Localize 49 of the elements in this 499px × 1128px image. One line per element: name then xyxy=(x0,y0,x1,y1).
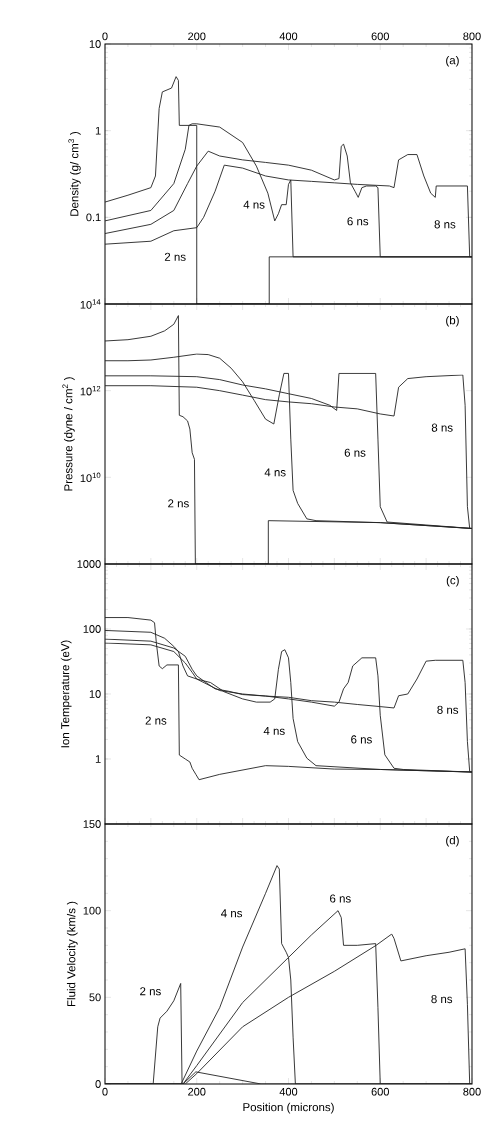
annotation: 2 ns xyxy=(145,716,167,725)
y-tick-label: 10 xyxy=(89,40,101,48)
x-tick-label: 0 xyxy=(102,1087,108,1096)
annotation: 6 ns xyxy=(330,894,351,903)
annotation: 8 ns xyxy=(431,423,453,432)
annotation: (b) xyxy=(446,315,459,327)
y-tick-label: 10$^{10}$ xyxy=(80,472,101,483)
annotation: (c) xyxy=(446,575,459,587)
x-axis-title: Position (microns) xyxy=(243,1102,334,1114)
annotation: 6 ns xyxy=(351,735,372,744)
annotation: 2 ns xyxy=(168,499,189,508)
annotation: 4 ns xyxy=(264,468,286,477)
y-tick-label: 100 xyxy=(83,906,101,915)
annotation: 6 ns xyxy=(344,448,366,457)
annotation: 2 ns xyxy=(140,987,161,996)
x-tick-label: 400 xyxy=(279,32,298,41)
annotation: 4 ns xyxy=(243,200,265,209)
y-tick-label: 0.1 xyxy=(86,213,101,222)
y-tick-label: 100 xyxy=(83,625,101,633)
y-tick-label: 0 xyxy=(95,1080,101,1088)
annotation: 6 ns xyxy=(347,217,369,226)
y-tick-label: 1 xyxy=(95,755,101,763)
x-tick-label: 800 xyxy=(463,32,481,41)
annotation: 4 ns xyxy=(221,909,243,918)
annotation: (a) xyxy=(446,55,459,67)
y-tick-label: 1000 xyxy=(77,560,101,568)
y-tick-label: 10$^{14}$ xyxy=(80,299,101,309)
annotation: 8 ns xyxy=(437,705,459,714)
y-axis-title: Fluid Velocity (km/s ) xyxy=(66,901,78,1007)
y-tick-label: 50 xyxy=(89,993,101,1002)
x-tick-label: 0 xyxy=(102,32,108,41)
y-axis-title: Pressure (dyne / cm$^{2}$ ) xyxy=(62,377,75,491)
y-tick-label: 150 xyxy=(83,820,101,828)
y-axis-title: Ion Temperature (eV) xyxy=(60,640,72,748)
x-tick-label: 200 xyxy=(188,1087,206,1096)
y-axis-title: Density (g/ cm$^{3}$ ) xyxy=(68,131,81,216)
x-tick-label: 600 xyxy=(371,32,389,41)
x-tick-label: 200 xyxy=(188,32,206,41)
y-tick-label: 1 xyxy=(95,126,101,135)
y-tick-label: 10$^{12}$ xyxy=(80,385,101,396)
x-tick-label: 800 xyxy=(463,1087,481,1096)
annotation: 8 ns xyxy=(431,994,453,1004)
x-tick-label: 600 xyxy=(371,1087,389,1096)
annotation: 4 ns xyxy=(263,726,285,735)
annotation: (d) xyxy=(446,835,459,847)
x-tick-label: 400 xyxy=(279,1087,298,1096)
annotation: 8 ns xyxy=(434,220,456,229)
annotation: 2 ns xyxy=(164,252,186,261)
y-tick-label: 10 xyxy=(89,690,101,698)
